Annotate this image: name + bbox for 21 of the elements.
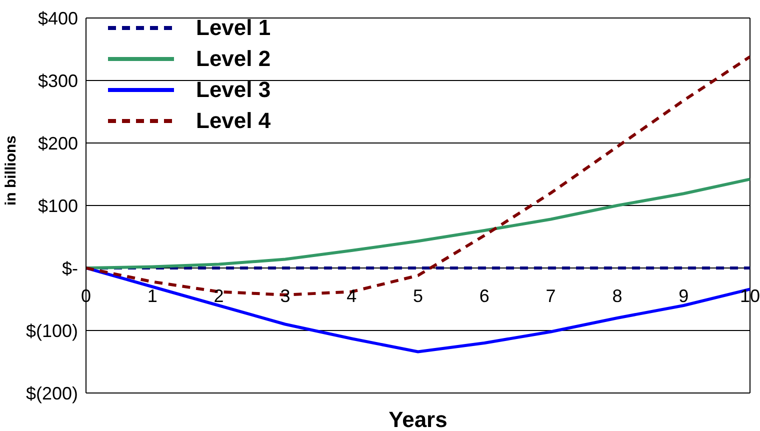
- y-axis-title: in billions: [2, 136, 20, 206]
- x-tick-label: 2: [214, 286, 224, 306]
- line-series: [86, 178, 750, 270]
- y-tick-label: $(100): [26, 320, 78, 341]
- y-tick-label: $400: [38, 8, 78, 28]
- x-axis-title: Years: [388, 407, 448, 431]
- y-tick-label: $-: [62, 258, 78, 278]
- legend-label: Level 2: [196, 46, 271, 72]
- legend-label: Level 4: [196, 108, 271, 134]
- y-tick-label: $100: [38, 196, 78, 216]
- y-tick-label: $300: [38, 70, 78, 91]
- x-tick-label: 5: [412, 286, 424, 306]
- x-tick-label: 9: [678, 286, 689, 306]
- legend-label: Level 1: [196, 14, 271, 40]
- y-tick-label: $200: [38, 133, 78, 154]
- x-tick-label: 1: [147, 286, 158, 306]
- x-tick-label: 8: [612, 286, 622, 306]
- y-tick-label: $(200): [26, 383, 78, 404]
- legend-label: Level 3: [196, 76, 271, 102]
- x-tick-label: 7: [546, 286, 556, 306]
- x-tick-label: 6: [479, 286, 490, 306]
